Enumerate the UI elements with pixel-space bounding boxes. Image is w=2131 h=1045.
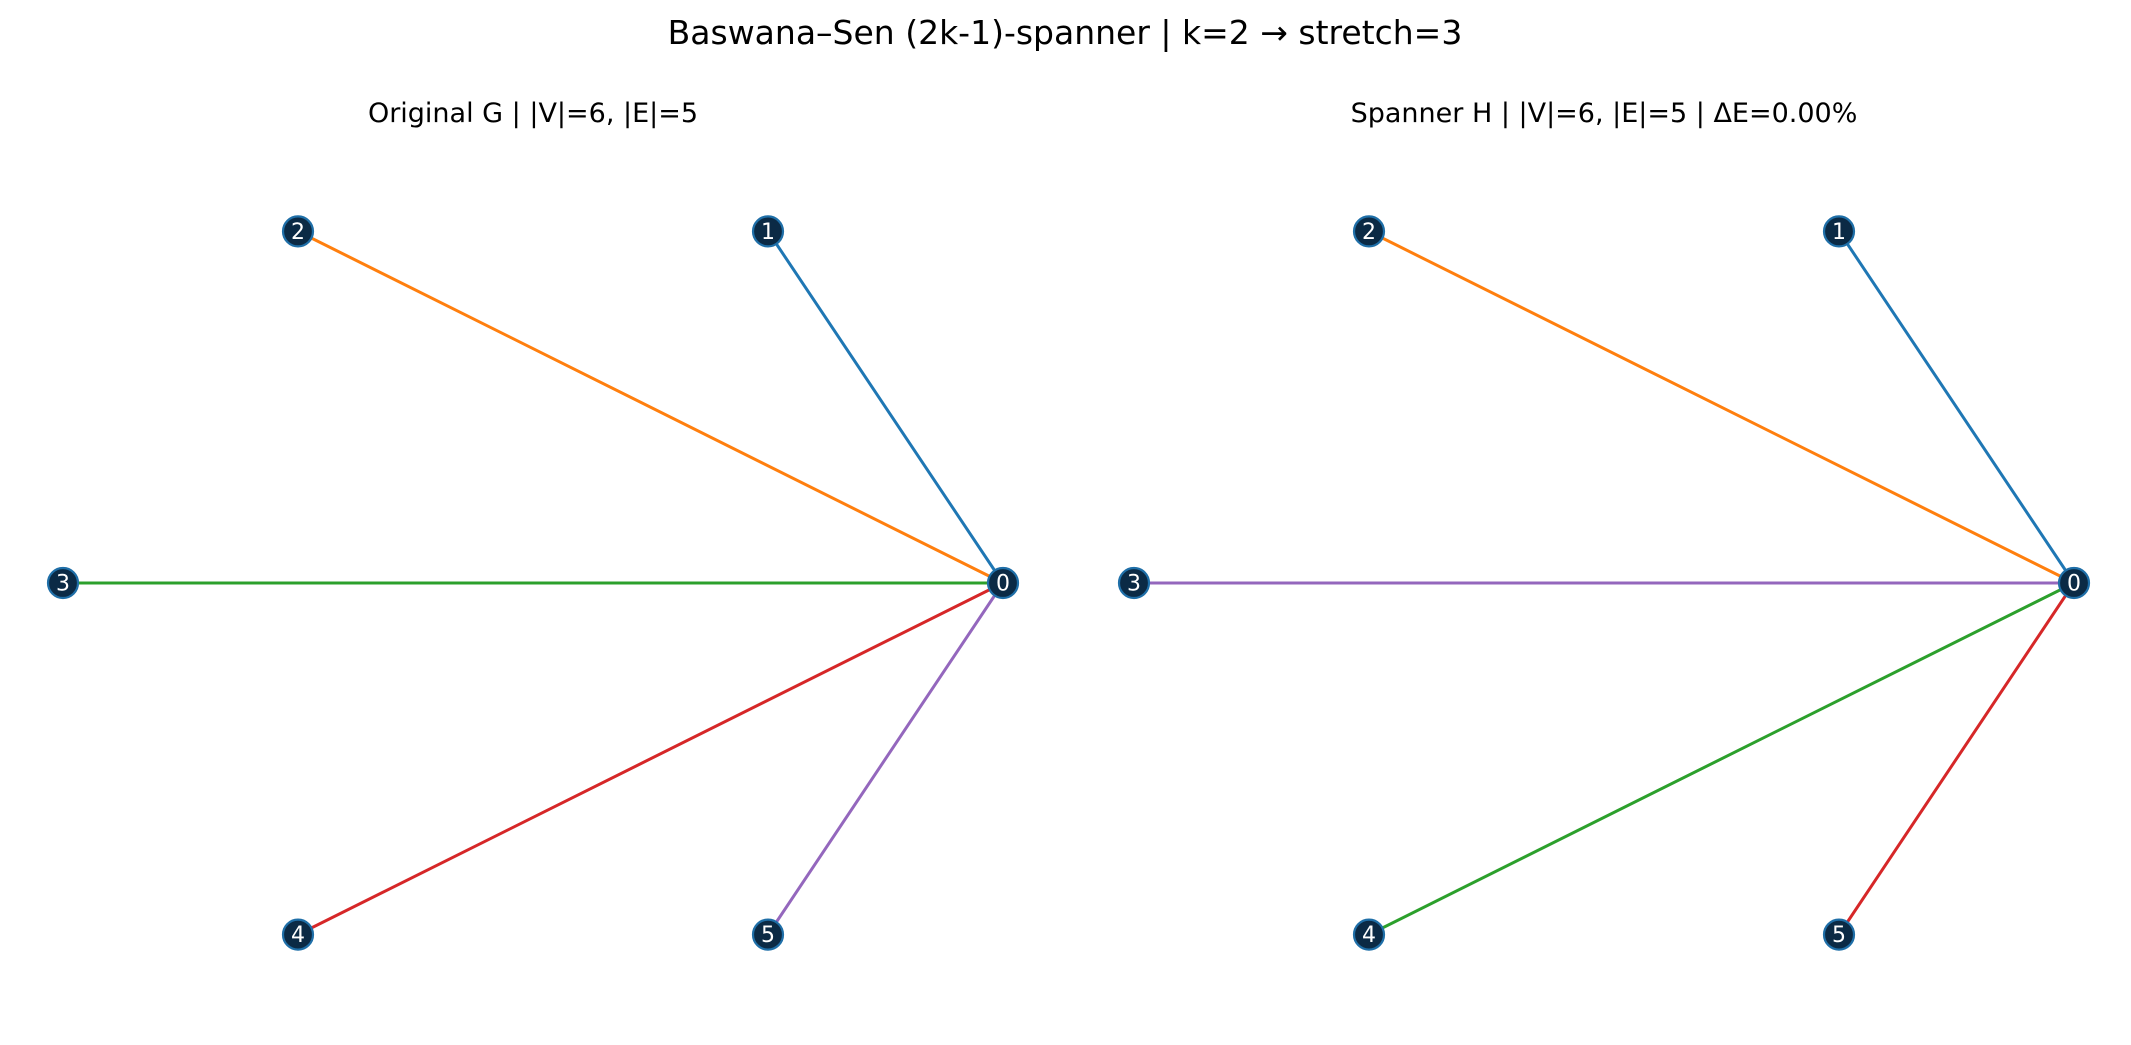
node-circle bbox=[2057, 566, 2091, 600]
edge-0-2 bbox=[1367, 229, 2076, 585]
node-0: 0 bbox=[2057, 566, 2091, 600]
edge-0-1 bbox=[1837, 229, 2076, 585]
node-label: 5 bbox=[1832, 923, 1846, 948]
node-circle bbox=[1352, 918, 1386, 951]
node-label: 1 bbox=[1832, 220, 1846, 245]
node-2: 2 bbox=[281, 215, 315, 248]
node-label: 5 bbox=[761, 923, 775, 948]
node-label: 4 bbox=[1362, 923, 1376, 948]
panel-spanner-nodes: 0 1 2 3 4 5 bbox=[1117, 215, 2091, 951]
node-circle bbox=[986, 566, 1020, 600]
node-5: 5 bbox=[751, 918, 785, 951]
node-5: 5 bbox=[1822, 918, 1856, 951]
node-circle bbox=[46, 566, 80, 600]
node-4: 4 bbox=[1352, 918, 1386, 951]
edge-0-5 bbox=[1837, 581, 2076, 937]
node-4: 4 bbox=[281, 918, 315, 951]
panel-spanner-edges bbox=[1132, 229, 2076, 937]
node-3: 3 bbox=[1117, 566, 1151, 600]
node-label: 2 bbox=[291, 220, 305, 245]
panel-original: Original G | |V|=6, |E|=5 0 1 2 3 4 5 bbox=[46, 98, 1020, 951]
edge-0-4 bbox=[1367, 581, 2076, 937]
panel-spanner: Spanner H | |V|=6, |E|=5 | ΔE=0.00% 0 1 2 3… bbox=[1117, 98, 2091, 951]
node-label: 3 bbox=[1127, 572, 1141, 597]
panel-original-edges bbox=[61, 229, 1005, 937]
edge-0-5 bbox=[766, 581, 1005, 937]
node-circle bbox=[281, 215, 315, 248]
node-label: 2 bbox=[1362, 220, 1376, 245]
figure-title: Baswana–Sen (2k-1)-spanner | k=2 → stret… bbox=[668, 13, 1463, 52]
node-0: 0 bbox=[986, 566, 1020, 600]
node-label: 4 bbox=[291, 923, 305, 948]
node-circle bbox=[751, 918, 785, 951]
edge-0-4 bbox=[296, 581, 1005, 937]
edge-0-1 bbox=[766, 229, 1005, 585]
node-circle bbox=[751, 215, 785, 248]
panel-spanner-title: Spanner H | |V|=6, |E|=5 | ΔE=0.00% bbox=[1351, 98, 1858, 129]
panel-original-nodes: 0 1 2 3 4 5 bbox=[46, 215, 1020, 951]
node-1: 1 bbox=[1822, 215, 1856, 248]
node-circle bbox=[281, 918, 315, 951]
node-2: 2 bbox=[1352, 215, 1386, 248]
node-label: 3 bbox=[56, 572, 70, 597]
node-circle bbox=[1352, 215, 1386, 248]
node-3: 3 bbox=[46, 566, 80, 600]
node-circle bbox=[1117, 566, 1151, 600]
node-label: 1 bbox=[761, 220, 775, 245]
node-label: 0 bbox=[996, 572, 1010, 597]
node-1: 1 bbox=[751, 215, 785, 248]
node-circle bbox=[1822, 215, 1856, 248]
node-circle bbox=[1822, 918, 1856, 951]
panel-original-title: Original G | |V|=6, |E|=5 bbox=[368, 98, 698, 129]
node-label: 0 bbox=[2067, 572, 2081, 597]
edge-0-2 bbox=[296, 229, 1005, 585]
